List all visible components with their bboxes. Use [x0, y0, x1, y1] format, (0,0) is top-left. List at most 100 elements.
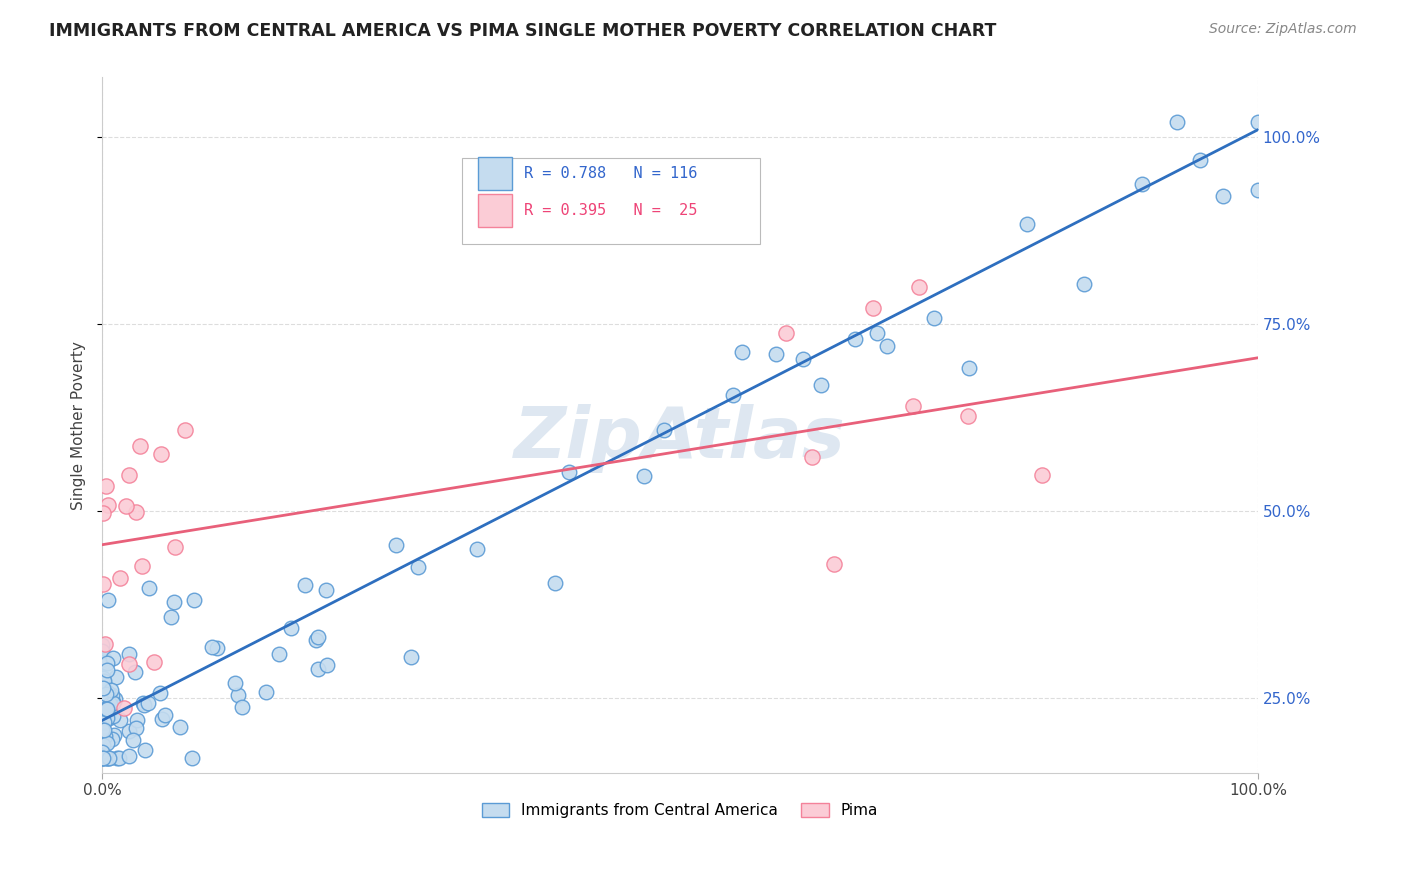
Point [152, 712, 174, 726]
Point [956, 409, 979, 424]
Point [721, 388, 744, 402]
Text: R = 0.395   N =  25: R = 0.395 N = 25 [524, 202, 697, 218]
Point [125, 721, 148, 735]
Point [91, 638, 114, 652]
Point [226, 688, 249, 702]
Point [115, 499, 138, 513]
Point [105, 751, 128, 765]
Point [101, 695, 124, 709]
Point [91, 739, 114, 753]
Point [183, 593, 205, 607]
Point [103, 728, 125, 742]
Point [844, 332, 866, 346]
Point [91, 644, 114, 658]
Point [91, 750, 114, 764]
Point [731, 345, 754, 359]
Point [1073, 277, 1095, 291]
Point [101, 709, 124, 723]
Point [128, 439, 150, 453]
Point [97, 699, 120, 714]
Point [792, 351, 814, 366]
Text: R = 0.788   N = 116: R = 0.788 N = 116 [524, 166, 697, 181]
Point [903, 399, 925, 413]
Point [862, 301, 884, 315]
Point [823, 557, 845, 571]
Point [96, 751, 118, 765]
Point [384, 538, 406, 552]
Point [1031, 467, 1053, 482]
Point [94, 479, 117, 493]
Legend: Immigrants from Central America, Pima: Immigrants from Central America, Pima [475, 797, 884, 824]
Point [633, 468, 655, 483]
Point [307, 662, 329, 676]
Point [149, 686, 172, 700]
Point [91, 692, 114, 706]
Point [465, 541, 488, 556]
Point [136, 696, 159, 710]
Point [100, 682, 122, 697]
Point [97, 685, 120, 699]
Point [97, 710, 120, 724]
Point [118, 657, 141, 671]
Point [98, 751, 121, 765]
Point [406, 560, 429, 574]
Point [131, 558, 153, 573]
Point [544, 576, 567, 591]
Point [1247, 183, 1270, 197]
Point [91, 751, 114, 765]
Point [149, 447, 172, 461]
Point [315, 657, 337, 672]
Point [91, 506, 114, 520]
Point [922, 311, 945, 326]
Point [118, 723, 141, 738]
Point [104, 691, 127, 706]
Point [91, 751, 114, 765]
Point [96, 656, 118, 670]
Point [125, 505, 148, 519]
Point [91, 576, 114, 591]
Bar [478, 157, 512, 190]
Point [254, 685, 277, 699]
Point [908, 280, 931, 294]
Point [876, 339, 898, 353]
Point [1130, 177, 1153, 191]
Point [112, 701, 135, 715]
Point [224, 675, 246, 690]
FancyBboxPatch shape [461, 158, 759, 244]
Point [165, 540, 187, 554]
Point [153, 708, 176, 723]
Point [91, 751, 114, 765]
Point [1247, 115, 1270, 129]
Point [96, 751, 118, 765]
Point [96, 663, 118, 677]
Point [267, 648, 290, 662]
Text: Source: ZipAtlas.com: Source: ZipAtlas.com [1209, 22, 1357, 37]
Point [107, 751, 129, 765]
Point [96, 593, 118, 607]
Point [91, 711, 114, 725]
Point [93, 734, 115, 748]
Point [125, 713, 148, 727]
Point [169, 720, 191, 734]
Point [91, 674, 114, 689]
Point [558, 465, 581, 479]
Point [118, 647, 141, 661]
Point [105, 670, 128, 684]
Point [96, 736, 118, 750]
Point [97, 751, 120, 765]
Point [93, 655, 115, 669]
Point [143, 655, 166, 669]
Point [866, 326, 889, 340]
Point [94, 751, 117, 765]
Point [307, 630, 329, 644]
Point [159, 610, 181, 624]
Point [91, 676, 114, 690]
Point [96, 685, 118, 699]
Point [765, 347, 787, 361]
Point [173, 423, 195, 437]
Point [101, 688, 124, 702]
Point [103, 650, 125, 665]
Point [294, 578, 316, 592]
Point [96, 498, 118, 512]
Point [280, 621, 302, 635]
